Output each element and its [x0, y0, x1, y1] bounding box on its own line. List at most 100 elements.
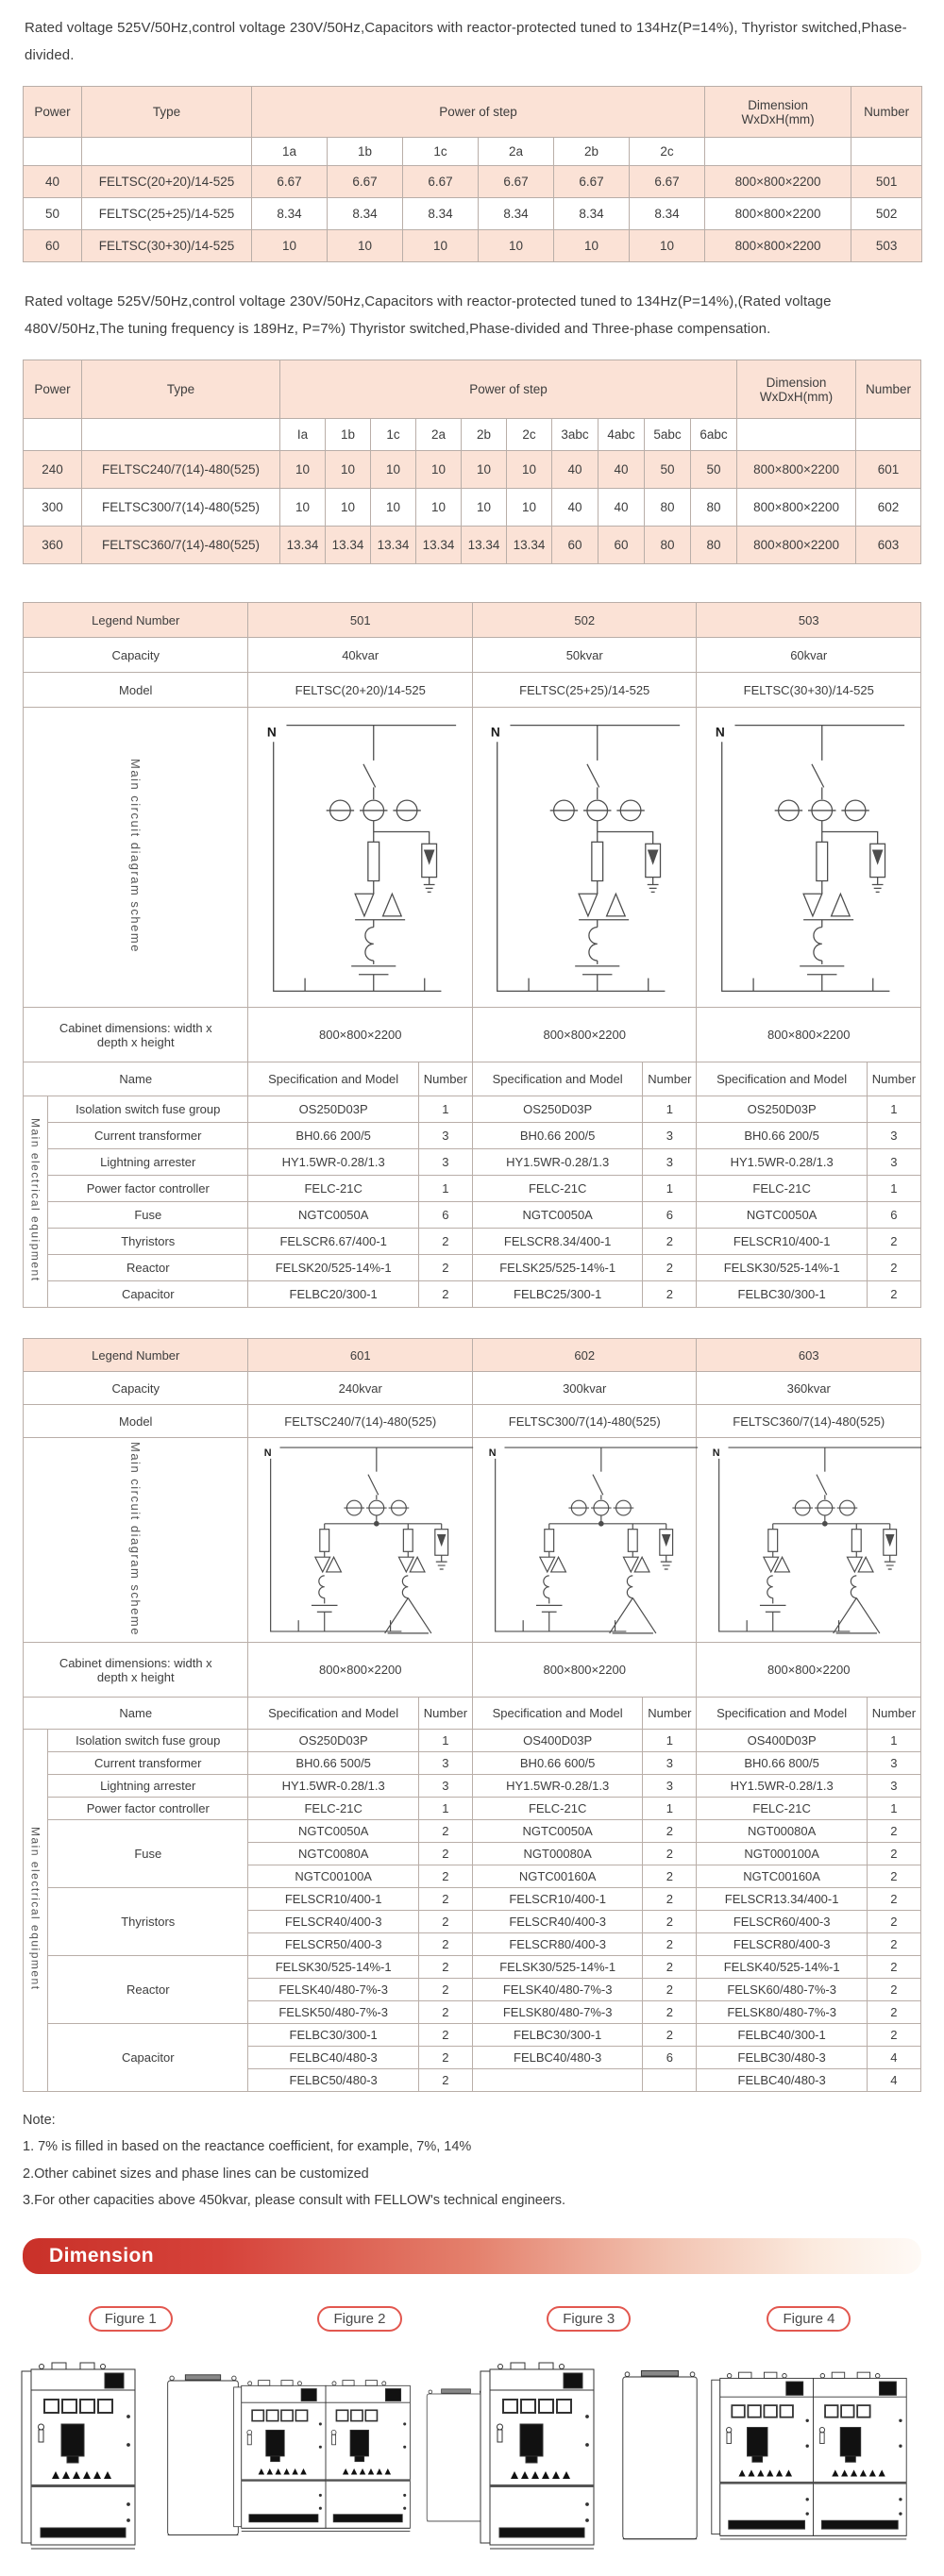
equipment-name: Thyristors	[47, 1887, 249, 1956]
equipment-number: 2	[866, 1228, 922, 1255]
equipment-number: 2	[642, 1842, 698, 1865]
equipment-number: 2	[866, 2000, 922, 2024]
dimension-banner-title: Dimension	[49, 2245, 154, 2267]
legend-number-label: Legend Number	[22, 1338, 249, 1372]
equipment-spec: BH0.66 600/5	[471, 1751, 644, 1775]
notes-section: Note: 1. 7% is filled in based on the re…	[23, 2107, 921, 2214]
cell-step-value: 6.67	[553, 165, 630, 198]
cell-step-value: 80	[689, 488, 738, 527]
cabinet-side-view	[622, 2370, 698, 2540]
equipment-name: Lightning arrester	[47, 1774, 249, 1798]
equipment-spec: FELSCR80/400-3	[696, 1932, 868, 1956]
capacity-value: 240kvar	[247, 1371, 473, 1405]
equipment-spec: BH0.66 500/5	[247, 1751, 419, 1775]
cell-step-value: 10	[279, 450, 326, 489]
equipment-spec: FELBC30/300-1	[696, 1280, 868, 1308]
cell-step-value: 13.34	[370, 526, 416, 564]
cell-step-value: 8.34	[553, 197, 630, 230]
cell-step-value: 10	[370, 450, 416, 489]
cell-power: 50	[23, 197, 82, 230]
equipment-spec: FELSCR8.34/400-1	[471, 1228, 644, 1255]
equipment-spec: BH0.66 200/5	[696, 1122, 868, 1149]
equipment-spec: FELSCR10/400-1	[247, 1887, 419, 1911]
legend-number-row: Legend Number 501 502 503	[22, 602, 921, 638]
equipment-row: Main electrical equipment Isolation switc…	[22, 1096, 922, 1308]
equipment-name: Isolation switch fuse group	[47, 1096, 249, 1123]
equipment-number: 2	[417, 2068, 473, 2092]
equipment-number: 3	[866, 1148, 922, 1176]
equipment-number: 2	[417, 1910, 473, 1933]
equipment-number: 1	[642, 1797, 698, 1820]
cell-step-value: 10	[325, 488, 371, 527]
model-value: FELTSC(25+25)/14-525	[471, 672, 698, 708]
empty-cell	[704, 137, 852, 166]
step-col-label: 2b	[553, 137, 630, 166]
col-header-power: Power	[23, 360, 82, 419]
cell-step-value: 10	[325, 450, 371, 489]
equipment-number: 2	[642, 2023, 698, 2047]
step-col-label: 5abc	[644, 418, 691, 451]
diagram-n-label: N	[264, 1447, 272, 1459]
equipment-number: 2	[642, 1228, 698, 1255]
col-header-dimension: Dimension WxDxH(mm)	[736, 360, 857, 419]
equipment-number: 2	[866, 1887, 922, 1911]
figure-2-block: Figure 2	[233, 2306, 486, 2554]
equipment-row: Capacitor FELBC20/300-1 2 FELBC25/300-1 2 FEL…	[24, 1280, 922, 1308]
table-row: 40 FELTSC(20+20)/14-525 6.67 6.67 6.67 6.67 6.…	[23, 165, 923, 198]
spec-column-header: Specification and Model	[471, 1062, 644, 1096]
spec-column-header: Specification and Model	[247, 1062, 419, 1096]
step-col-label: 1c	[402, 137, 479, 166]
cell-step-value: 8.34	[628, 197, 706, 230]
cell-step-value: 10	[553, 229, 630, 262]
cell-number: 501	[851, 165, 923, 198]
equipment-number: 1	[866, 1175, 922, 1202]
model-value: FELTSC(30+30)/14-525	[696, 672, 921, 708]
step-col-label: Ia	[279, 418, 326, 451]
model-value: FELTSC(20+20)/14-525	[247, 672, 473, 708]
cell-power: 40	[23, 165, 82, 198]
equipment-number: 3	[642, 1122, 698, 1149]
number-column-header: Number	[866, 1697, 922, 1730]
figure-1-block: Figure 1	[21, 2306, 240, 2554]
equipment-number: 2	[417, 1887, 473, 1911]
legend-number-value: 501	[247, 602, 473, 638]
capacity-value: 50kvar	[471, 637, 698, 673]
cell-step-value: 6.67	[327, 165, 403, 198]
equipment-number: 2	[642, 1978, 698, 2001]
equipment-number: 2	[866, 1842, 922, 1865]
cell-step-value: 40	[551, 450, 598, 489]
equipment-spec: FELBC50/480-3	[247, 2068, 419, 2092]
equipment-number: 1	[417, 1175, 473, 1202]
circuit-diagram-cell: N	[471, 1437, 699, 1643]
name-column-header: Name	[22, 1697, 249, 1730]
diagram-n-label: N	[267, 725, 277, 739]
equipment-row: NGTC0080A 2 NGT00080A 2 NGT000100A 2	[24, 1842, 922, 1865]
cell-step-value: 50	[689, 450, 738, 489]
cell-step-value: 10	[506, 488, 552, 527]
equipment-number: 2	[866, 1280, 922, 1308]
cell-power: 300	[23, 488, 82, 527]
figure-4-label: Figure 4	[767, 2306, 851, 2333]
capacity-value: 300kvar	[471, 1371, 698, 1405]
equipment-row: NGTC00100A 2 NGTC00160A 2 NGTC00160A 2	[24, 1865, 922, 1888]
cell-step-value: 60	[551, 526, 598, 564]
cell-step-value: 8.34	[478, 197, 554, 230]
equipment-spec: BH0.66 200/5	[247, 1122, 419, 1149]
equipment-spec: OS250D03P	[247, 1729, 419, 1752]
main-circuit-diagram-three-phase: N	[489, 1447, 699, 1634]
cell-step-value: 40	[598, 450, 645, 489]
name-column-header: Name	[22, 1062, 249, 1096]
empty-cell	[81, 418, 280, 451]
equipment-spec: FELBC40/300-1	[696, 2023, 868, 2047]
spec-column-header: Specification and Model	[471, 1697, 644, 1730]
cell-step-value: 13.34	[506, 526, 552, 564]
capacity-value: 40kvar	[247, 637, 473, 673]
power-of-step-table-2: Power Type Power of step Dimension WxDxH…	[23, 360, 922, 564]
equipment-spec: HY1.5WR-0.28/1.3	[247, 1774, 419, 1798]
equipment-spec: FELBC30/300-1	[471, 2023, 644, 2047]
circuit-diagram-cell: N	[696, 707, 921, 1008]
spec-column-header: Specification and Model	[696, 1697, 868, 1730]
equipment-number: 2	[642, 1887, 698, 1911]
equipment-number: 2	[417, 1254, 473, 1281]
